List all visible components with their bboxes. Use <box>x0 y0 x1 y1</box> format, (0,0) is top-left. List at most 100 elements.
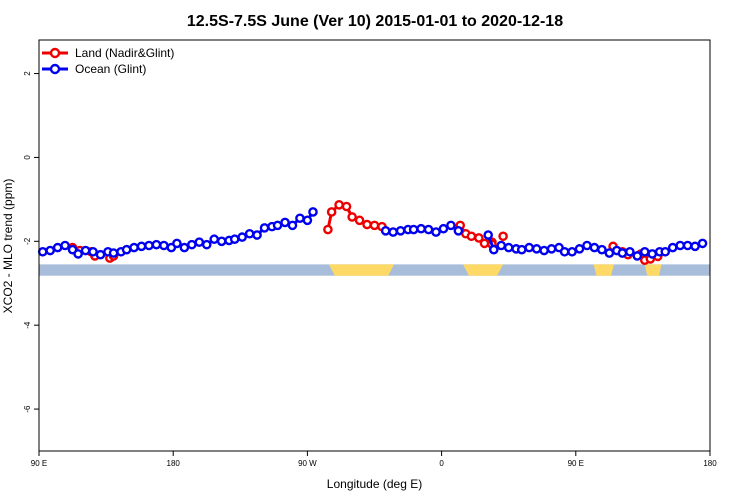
series-0-point-7 <box>326 207 337 217</box>
x-tick-label-2: 90 W <box>298 459 317 468</box>
series-1-point-69 <box>617 248 628 258</box>
x-tick-label-1: 180 <box>167 459 181 468</box>
series-1-point-24 <box>209 234 220 245</box>
series-1-point-40 <box>388 227 398 237</box>
series-0-point-10 <box>347 212 357 222</box>
series-1-point-80 <box>697 238 708 249</box>
series-1-point-10 <box>108 248 119 258</box>
series-1-point-49 <box>453 226 464 236</box>
legend-item-1: Ocean (Glint) <box>42 62 146 76</box>
series-1-point-21 <box>187 239 197 250</box>
series-1-point-36 <box>295 213 305 224</box>
series-1 <box>37 207 708 261</box>
series-1-point-59 <box>546 244 557 254</box>
series-1-point-66 <box>597 244 607 255</box>
series-1-point-28 <box>237 232 247 242</box>
x-tick-label-0: 90 E <box>31 459 47 468</box>
series-1-point-78 <box>682 240 693 251</box>
legend-label-0: Land (Nadir&Glint) <box>75 46 174 60</box>
series-1-point-73 <box>647 249 658 259</box>
legend-item-0: Land (Nadir&Glint) <box>42 46 174 60</box>
series-1-point-0 <box>37 246 48 257</box>
series-1-point-63 <box>574 244 585 254</box>
series-0-point-9 <box>341 201 352 212</box>
series-1-point-35 <box>287 220 298 231</box>
series-1-point-31 <box>259 223 270 233</box>
series-1-point-29 <box>244 228 255 239</box>
series-1-point-25 <box>216 236 227 247</box>
series-1-point-7 <box>88 246 98 257</box>
series-1-point-55 <box>516 244 527 255</box>
series-0-point-11 <box>354 215 365 226</box>
y-tick-label-0: 2 <box>23 71 32 76</box>
y-tick-label-3: -4 <box>23 321 32 329</box>
series-0-point-22 <box>498 231 508 242</box>
series-1-point-44 <box>416 223 426 234</box>
series-1-point-45 <box>423 224 434 235</box>
series-1-point-77 <box>675 240 685 251</box>
land-segment-2 <box>593 264 615 276</box>
series-1-point-51 <box>488 244 499 255</box>
x-tick-label-5: 180 <box>703 459 717 468</box>
series-0-point-17 <box>466 231 477 242</box>
series-0-point-13 <box>369 220 380 231</box>
series-1-point-46 <box>431 227 441 237</box>
legend-marker-0 <box>49 47 61 59</box>
series-1-point-72 <box>639 246 650 257</box>
series-1-point-5 <box>73 249 83 259</box>
chart-title: 12.5S-7.5S June (Ver 10) 2015-01-01 to 2… <box>187 13 563 30</box>
series-1-point-58 <box>539 245 549 256</box>
series-1-point-20 <box>179 242 190 253</box>
x-tick-label-3: 0 <box>439 459 444 468</box>
series-1-point-12 <box>121 244 132 255</box>
series-1-point-79 <box>690 241 700 252</box>
x-axis: 90 E 180 90 W 0 90 E 180 <box>31 451 717 468</box>
series-0-point-18 <box>474 233 484 243</box>
series-1-point-27 <box>229 234 240 245</box>
series-0-point-8 <box>334 200 344 210</box>
series-1-point-30 <box>252 230 262 240</box>
series-1-point-75 <box>660 246 671 257</box>
series-1-point-56 <box>524 242 535 253</box>
series-1-point-19 <box>172 238 182 249</box>
series-1-point-47 <box>438 223 449 234</box>
series-0-point-19 <box>479 238 490 249</box>
series-1-point-70 <box>625 246 635 257</box>
land-segment-0 <box>328 264 395 276</box>
plot-frame <box>38 39 711 452</box>
series-1-point-16 <box>151 239 162 250</box>
legend: Land (Nadir&Glint) Ocean (Glint) <box>42 46 174 76</box>
legend-marker-1 <box>49 63 61 75</box>
series-1-point-62 <box>567 246 577 257</box>
y-tick-label-1: 0 <box>23 155 32 160</box>
series-1-point-38 <box>308 207 318 217</box>
series-1-point-43 <box>408 224 419 235</box>
series-1-point-22 <box>194 237 205 247</box>
series-1-point-2 <box>52 242 63 253</box>
series-1-point-33 <box>272 220 283 231</box>
series-1-point-14 <box>136 241 147 252</box>
series-1-point-67 <box>604 248 615 258</box>
legend-label-1: Ocean (Glint) <box>75 62 146 76</box>
x-tick-label-4: 90 E <box>568 459 584 468</box>
y-tick-label-4: -6 <box>23 405 32 413</box>
y-axis: 2 0 -2 -4 -6 <box>23 71 39 413</box>
series-1-point-23 <box>201 239 212 250</box>
series-1-point-61 <box>559 246 570 257</box>
series-1-point-34 <box>280 217 290 228</box>
land-segment-1 <box>463 264 504 276</box>
series-1-point-3 <box>60 240 70 251</box>
series-1-point-64 <box>582 240 592 251</box>
series-1-point-76 <box>667 242 678 253</box>
series-1-point-39 <box>380 226 391 236</box>
series-1-point-17 <box>159 240 169 251</box>
series-1-point-1 <box>45 245 55 256</box>
series-1-point-53 <box>503 242 514 253</box>
y-axis-label: XCO2 - MLO trend (ppm) <box>1 179 15 314</box>
series-1-point-41 <box>395 226 406 236</box>
series-1-point-57 <box>531 244 542 254</box>
series-1-point-65 <box>589 242 600 253</box>
series-1-point-8 <box>95 249 106 260</box>
land-segment-3 <box>644 264 662 276</box>
